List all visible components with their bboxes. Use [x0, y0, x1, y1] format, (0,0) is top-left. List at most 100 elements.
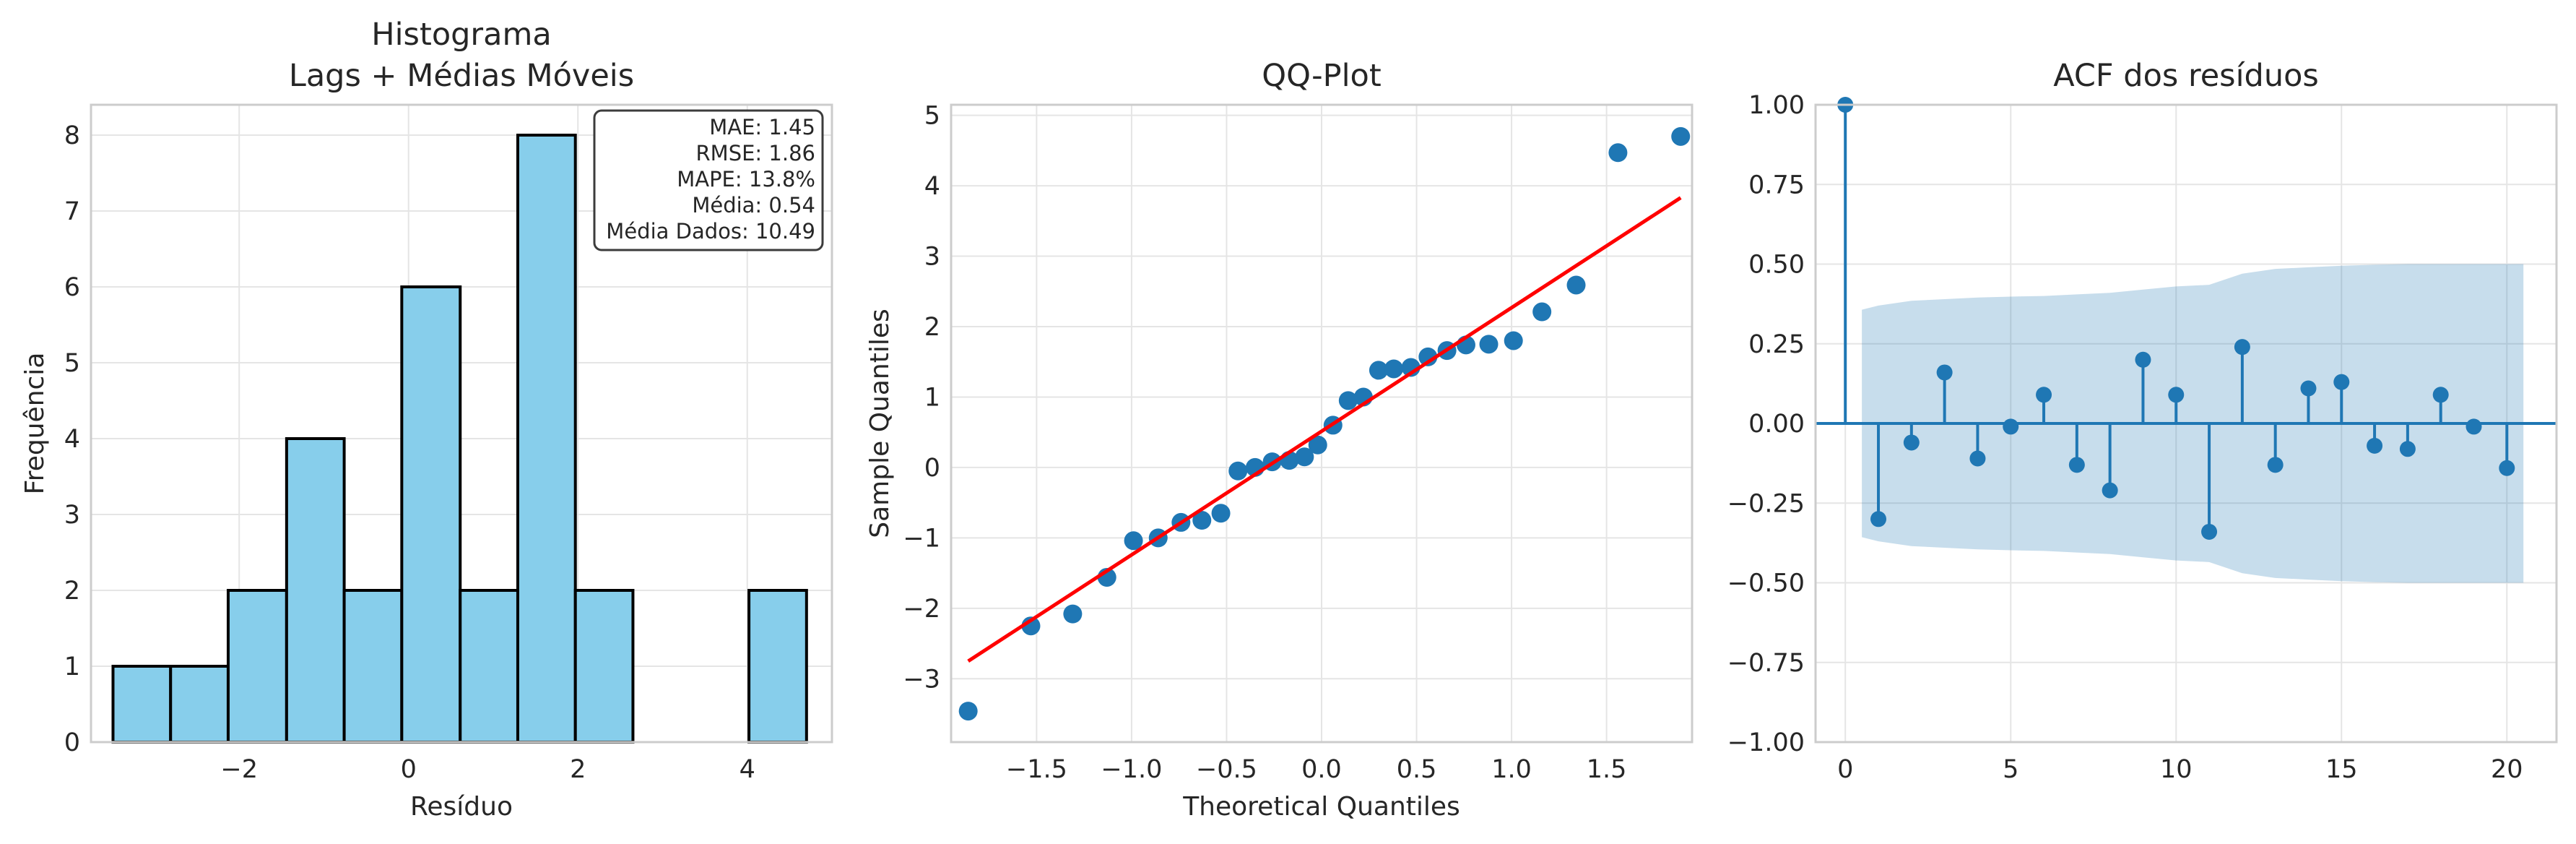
- acf-frame: [1814, 103, 2558, 744]
- acf-stem-marker: [2201, 523, 2218, 540]
- histogram-bar: [111, 665, 173, 744]
- acf-panel: 0 5 10 15 20 −1.00 −0.75 −0.50 −0.25 0.00 0.25 0.5…: [1727, 58, 2558, 784]
- qq-x-tick-label: −1.5: [1006, 755, 1067, 784]
- acf-y-tick-label: −0.25: [1727, 489, 1805, 518]
- qq-y-tick-label: −3: [903, 665, 940, 694]
- acf-x-tick-label: 10: [2160, 755, 2193, 784]
- qq-y-ticks: −3 −2 −1 0 1 2 3 4 5: [903, 102, 940, 694]
- qq-y-label: Sample Quantiles: [865, 309, 895, 538]
- acf-y-tick-label: 0.00: [1748, 410, 1805, 439]
- stats-box: MAE: 1.45 RMSE: 1.86 MAPE: 13.8% Média: …: [593, 109, 824, 251]
- histogram-bar: [226, 589, 288, 744]
- acf-stem-marker: [2333, 374, 2350, 390]
- acf-x-tick-label: 15: [2325, 755, 2358, 784]
- acf-stem-marker: [2234, 339, 2250, 356]
- qq-y-tick-label: 2: [924, 313, 940, 342]
- histogram-bar: [169, 665, 230, 744]
- acf-stem-marker: [2036, 387, 2052, 403]
- qq-y-tick-label: 3: [924, 243, 940, 272]
- qq-y-tick-label: −2: [903, 595, 940, 624]
- acf-y-tick-label: 1.00: [1748, 91, 1805, 120]
- histogram-y-tick-label: 6: [64, 273, 80, 302]
- acf-y-ticks: −1.00 −0.75 −0.50 −0.25 0.00 0.25 0.50 0.75 1.00: [1727, 91, 1805, 757]
- qq-point: [1479, 335, 1499, 354]
- acf-y-tick-label: −0.75: [1727, 649, 1805, 678]
- qq-frame: [950, 103, 1694, 744]
- qq-point: [1228, 461, 1248, 481]
- acf-y-tick-label: −0.50: [1727, 569, 1805, 598]
- acf-stem-marker: [2367, 437, 2383, 454]
- acf-y-tick-label: 0.75: [1748, 171, 1805, 199]
- qq-point: [1532, 302, 1552, 322]
- histogram-x-tick-label: −2: [220, 755, 258, 784]
- stats-media-dados: Média Dados: 10.49: [606, 219, 815, 244]
- qq-title: QQ-Plot: [1262, 58, 1381, 94]
- acf-stem-marker: [1936, 364, 1953, 381]
- histogram-bar: [400, 285, 462, 744]
- qq-y-tick-label: −1: [903, 524, 940, 553]
- histogram-title-line-1: Histograma: [371, 17, 551, 53]
- qq-x-tick-label: 0.5: [1397, 755, 1437, 784]
- qq-point: [1124, 531, 1143, 551]
- histogram-y-tick-label: 2: [64, 577, 80, 606]
- qq-point: [1384, 359, 1403, 379]
- histogram-y-tick-label: 3: [64, 501, 80, 530]
- qq-point: [1021, 616, 1041, 636]
- acf-stem-marker: [2135, 351, 2151, 368]
- histogram-bars: [111, 134, 808, 744]
- acf-x-tick-label: 20: [2491, 755, 2523, 784]
- stats-rmse: RMSE: 1.86: [696, 141, 815, 165]
- qq-point: [1295, 447, 1314, 467]
- qq-x-tick-label: −0.5: [1196, 755, 1257, 784]
- qq-x-tick-label: 0.0: [1301, 755, 1342, 784]
- histogram-bar: [747, 589, 808, 744]
- acf-stem-marker: [1969, 450, 1986, 467]
- acf-title: ACF dos resíduos: [2053, 58, 2319, 94]
- acf-stem-marker: [2466, 418, 2482, 435]
- histogram-x-tick-label: 2: [570, 755, 586, 784]
- qq-y-tick-label: 1: [924, 383, 940, 412]
- acf-x-tick-label: 5: [2003, 755, 2018, 784]
- qq-point: [1338, 391, 1358, 410]
- histogram-bar: [459, 589, 519, 744]
- qq-x-tick-label: 1.0: [1491, 755, 1532, 784]
- histogram-bar: [573, 589, 635, 744]
- qq-x-label: Theoretical Quantiles: [1182, 792, 1460, 822]
- acf-x-ticks: 0 5 10 15 20: [1837, 755, 2523, 784]
- histogram-y-tick-label: 8: [64, 121, 80, 150]
- acf-marks: [1816, 97, 2557, 583]
- histogram-bar: [342, 589, 404, 744]
- qq-plot-panel: −1.5 −1.0 −0.5 0.0 0.5 1.0 1.5 −3 −2 −1 0 1 2 3 4 5 QQ…: [865, 58, 1694, 822]
- acf-stem-marker: [1870, 511, 1887, 528]
- acf-y-tick-label: 0.25: [1748, 330, 1805, 359]
- qq-point: [1369, 361, 1388, 380]
- qq-y-tick-label: 4: [924, 172, 940, 201]
- stats-media: Média: 0.54: [692, 193, 815, 218]
- stats-mape: MAPE: 13.8%: [677, 167, 815, 191]
- acf-stem-marker: [2003, 418, 2019, 435]
- histogram-x-ticks: −2 0 2 4: [220, 755, 755, 784]
- acf-y-tick-label: 0.50: [1748, 251, 1805, 280]
- histogram-y-tick-label: 1: [64, 653, 80, 681]
- histogram-x-tick-label: 4: [740, 755, 755, 784]
- acf-stem-marker: [2267, 457, 2284, 473]
- qq-y-tick-label: 5: [924, 102, 940, 131]
- qq-point: [1418, 347, 1438, 366]
- qq-point: [1504, 331, 1523, 350]
- acf-stem-marker: [2432, 387, 2449, 403]
- qq-grid: [951, 105, 1692, 742]
- qq-y-tick-label: 0: [924, 454, 940, 483]
- acf-stem-marker: [2168, 387, 2185, 403]
- histogram-y-ticks: 0 1 2 3 4 5 6 7 8: [64, 121, 80, 757]
- acf-stem-marker: [2102, 482, 2118, 499]
- histogram-title-line-2: Lags + Médias Móveis: [289, 58, 634, 94]
- histogram-x-tick-label: 0: [401, 755, 417, 784]
- histogram-x-label: Resíduo: [410, 792, 513, 822]
- histogram-y-tick-label: 5: [64, 349, 80, 378]
- qq-point: [1308, 435, 1327, 455]
- qq-x-ticks: −1.5 −1.0 −0.5 0.0 0.5 1.0 1.5: [1006, 755, 1627, 784]
- acf-stem-marker: [2068, 457, 2085, 473]
- acf-stem-marker: [2499, 460, 2515, 476]
- histogram-frame: [90, 103, 833, 744]
- acf-x-tick-label: 0: [1837, 755, 1853, 784]
